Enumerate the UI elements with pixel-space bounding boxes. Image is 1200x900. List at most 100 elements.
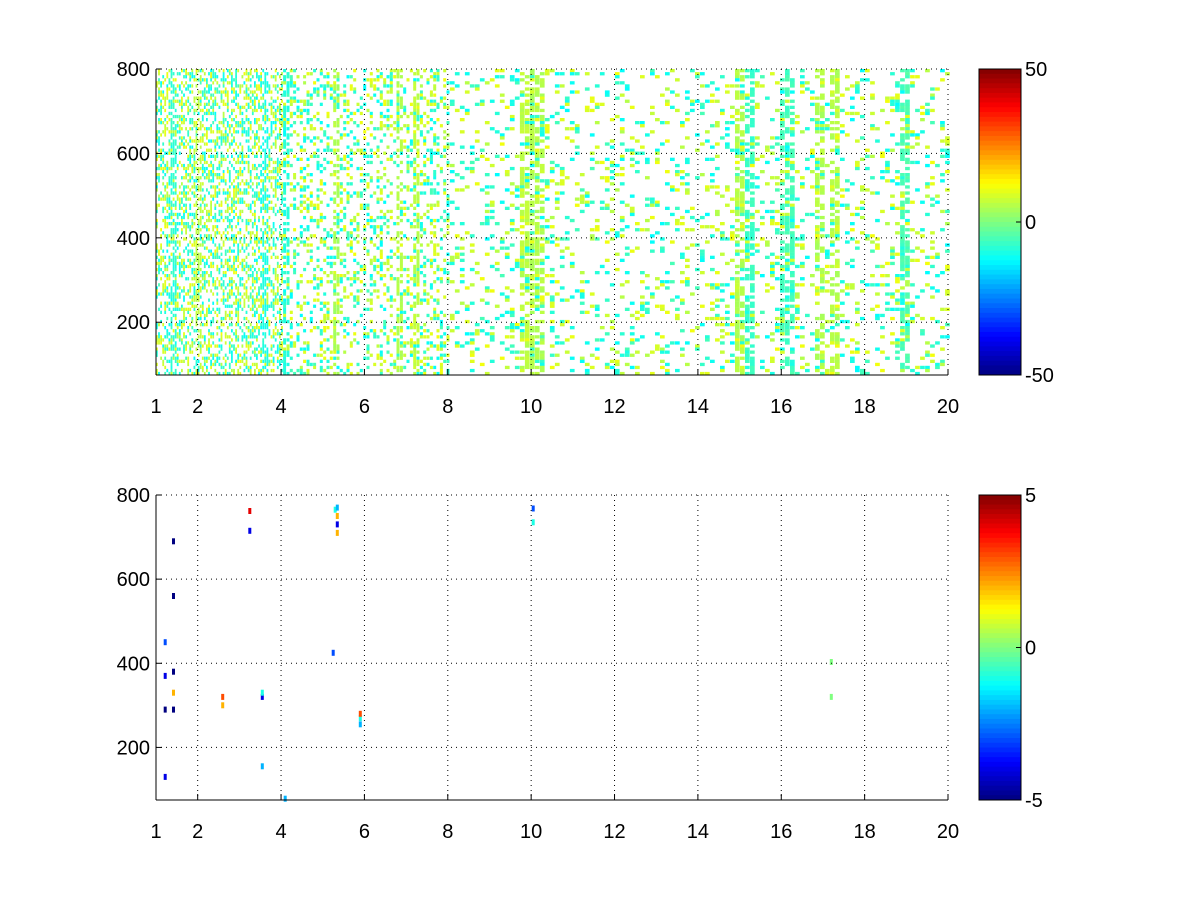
heatmap-cell: [160, 154, 162, 158]
heatmap-cell: [214, 188, 217, 192]
heatmap-cell: [166, 344, 169, 348]
heatmap-cell: [443, 344, 447, 348]
heatmap-cell: [369, 307, 373, 311]
heatmap-cell: [241, 338, 244, 342]
heatmap-cell: [286, 252, 290, 256]
heatmap-cell: [399, 84, 403, 88]
heatmap-cell: [443, 78, 447, 82]
heatmap-cell: [426, 102, 430, 106]
heatmap-cell: [168, 179, 171, 183]
heatmap-cell: [162, 176, 165, 180]
heatmap-cell: [276, 185, 279, 189]
heatmap-cell: [413, 170, 417, 174]
heatmap-cell: [260, 206, 262, 210]
heatmap-cell: [429, 188, 433, 192]
heatmap-cell: [339, 133, 343, 137]
heatmap-cell: [266, 237, 269, 241]
heatmap-cell: [309, 362, 313, 367]
heatmap-cell: [197, 261, 200, 266]
heatmap-cell: [235, 191, 237, 195]
heatmap-cell: [436, 371, 440, 376]
heatmap-cell: [366, 347, 370, 351]
heatmap-cell: [363, 326, 367, 330]
heatmap-cell: [164, 118, 167, 122]
heatmap-cell: [210, 274, 212, 278]
heatmap-cell: [336, 307, 340, 311]
heatmap-cell: [283, 228, 287, 232]
heatmap-cell: [529, 127, 535, 131]
heatmap-cell: [286, 215, 290, 220]
heatmap-cell: [454, 252, 460, 256]
heatmap-cell: [464, 319, 470, 324]
heatmap-cell: [254, 81, 256, 85]
heatmap-cell: [164, 264, 167, 269]
heatmap-cell: [396, 365, 400, 370]
heatmap-cell: [283, 145, 287, 149]
heatmap-cell: [349, 344, 353, 348]
heatmap-cell: [379, 209, 383, 214]
heatmap-cell: [366, 289, 370, 293]
heatmap-cell: [256, 307, 258, 311]
heatmap-cell: [416, 298, 420, 302]
heatmap-cell: [262, 274, 265, 278]
heatmap-cell: [514, 356, 520, 360]
heatmap-cell: [256, 261, 258, 266]
heatmap-cell: [249, 307, 252, 311]
heatmap-cell: [306, 197, 310, 201]
heatmap-cell: [359, 96, 363, 100]
heatmap-cell: [484, 191, 490, 195]
heatmap-cell: [214, 215, 217, 220]
heatmap-cell: [333, 350, 337, 354]
heatmap-cell: [489, 246, 495, 250]
heatmap-cell: [195, 319, 198, 324]
heatmap-cell: [514, 206, 520, 210]
heatmap-cell: [264, 78, 267, 82]
heatmap-cell: [199, 108, 202, 113]
heatmap-cell: [356, 191, 360, 195]
heatmap-cell: [260, 359, 262, 363]
heatmap-cell: [409, 188, 413, 192]
heatmap-cell: [416, 350, 420, 354]
heatmap-cell: [212, 121, 215, 125]
heatmap-cell: [187, 362, 190, 367]
heatmap-cell: [176, 93, 179, 97]
heatmap-cell: [274, 212, 277, 217]
heatmap-cell: [274, 203, 277, 207]
heatmap-cell: [258, 298, 260, 302]
heatmap-cell: [158, 154, 160, 158]
heatmap-cell: [256, 335, 258, 339]
heatmap-cell: [262, 206, 265, 210]
heatmap-cell: [264, 283, 267, 287]
heatmap-cell: [276, 209, 279, 214]
heatmap-cell: [233, 209, 235, 214]
heatmap-cell: [319, 347, 323, 351]
heatmap-cell: [233, 234, 235, 238]
heatmap-cell: [206, 261, 208, 266]
heatmap-cell: [170, 176, 173, 180]
heatmap-cell: [416, 249, 420, 253]
heatmap-cell: [286, 222, 290, 226]
heatmap-cell: [212, 93, 215, 97]
heatmap-cell: [226, 188, 229, 192]
heatmap-cell: [156, 84, 158, 88]
heatmap-cell: [439, 310, 443, 314]
heatmap-cell: [349, 111, 353, 116]
heatmap-cell: [333, 231, 337, 235]
heatmap-cell: [224, 127, 227, 131]
heatmap-cell: [224, 286, 227, 290]
heatmap-cell: [264, 203, 267, 207]
heatmap-cell: [176, 335, 179, 339]
heatmap-cell: [514, 154, 520, 158]
heatmap-cell: [233, 243, 235, 247]
heatmap-cell: [366, 203, 370, 207]
heatmap-cell: [289, 133, 293, 137]
heatmap-cell: [241, 243, 244, 247]
heatmap-cell: [178, 264, 181, 269]
heatmap-cell: [212, 280, 215, 284]
heatmap-cell: [193, 371, 196, 376]
heatmap-cell: [208, 283, 210, 287]
heatmap-cell: [239, 87, 242, 91]
heatmap-cell: [286, 108, 290, 113]
heatmap-cell: [281, 163, 283, 168]
heatmap-cell: [268, 283, 271, 287]
